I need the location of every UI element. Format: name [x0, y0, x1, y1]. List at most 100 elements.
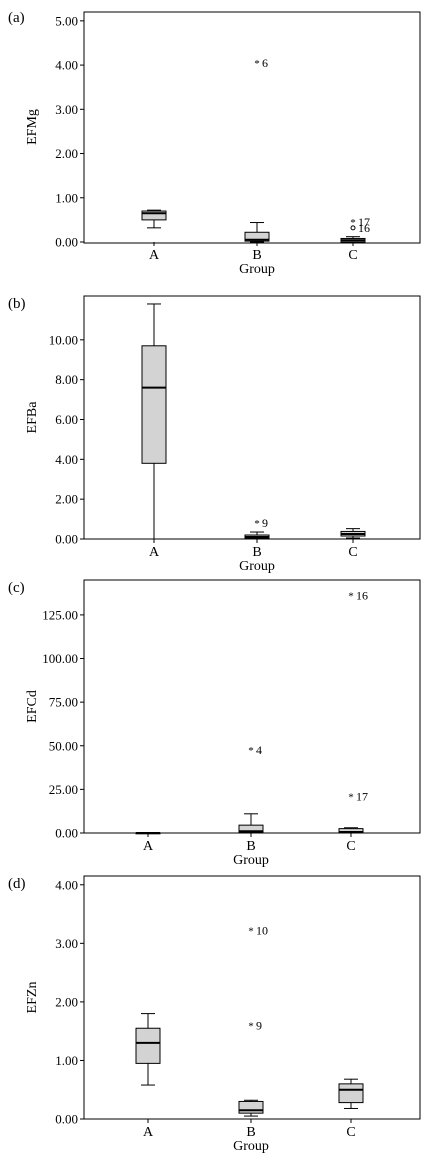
outlier-case-label: 10: [256, 923, 268, 937]
y-tick-label: 0.00: [55, 826, 78, 841]
panel-label: (d): [8, 876, 26, 892]
outlier-star-marker: *: [248, 745, 254, 757]
box-A: [135, 832, 161, 835]
outlier-case-label: 6: [262, 56, 268, 70]
x-axis-label: Group: [233, 1139, 269, 1154]
box-A: [141, 209, 167, 229]
y-tick-label: 1.00: [55, 190, 78, 205]
box-iqr: [135, 1027, 161, 1064]
y-axis-label: EFBa: [25, 401, 40, 434]
x-axis-label: Group: [239, 559, 275, 574]
y-tick-label: 4.00: [55, 58, 78, 73]
x-tick-label: B: [252, 545, 261, 560]
outlier-case-label: 16: [358, 221, 370, 235]
outlier-B-10: * 10: [248, 923, 268, 937]
outlier-C-16: * 16: [348, 589, 368, 603]
box-B: [244, 222, 270, 243]
outlier-star-marker: *: [248, 925, 254, 937]
x-tick-label: C: [348, 545, 357, 560]
y-tick-label: 100.00: [42, 651, 78, 666]
outlier-case-label: 17: [356, 789, 368, 803]
outlier-star-marker: *: [350, 217, 356, 229]
y-tick-label: 1.00: [55, 1053, 78, 1068]
plot-frame: [83, 579, 421, 834]
x-tick-label: A: [149, 545, 160, 560]
box-A: [135, 1013, 161, 1086]
chart-panel-2: (b) 0.00 2.00 4.00 6.00 8.00 10.00 EFBa A B C Group…: [8, 295, 421, 574]
chart-panel-3: (c) 0.00 25.00 50.00 75.00 100.00 125.00 EFCd A B…: [8, 579, 421, 868]
box-iqr: [338, 1083, 364, 1104]
box-C: [338, 1078, 364, 1109]
plot-frame: [83, 295, 421, 540]
y-tick-label: 8.00: [55, 372, 78, 387]
box-iqr: [238, 824, 264, 833]
y-tick-label: 25.00: [49, 782, 78, 797]
box-C: [340, 236, 366, 243]
box-B: [238, 813, 264, 834]
y-tick-label: 6.00: [55, 412, 78, 427]
outlier-star-marker: *: [348, 591, 354, 603]
box-C: [338, 827, 364, 834]
chart-panel-1: (a) 0.00 1.00 2.00 3.00 4.00 5.00 EFMg A B C Group *…: [8, 10, 421, 277]
outlier-B-6: * 6: [254, 56, 268, 70]
outlier-case-label: 9: [256, 1018, 262, 1032]
outlier-B-9: * 9: [248, 1018, 262, 1032]
x-tick-label: A: [149, 248, 160, 263]
outlier-B-4: * 4: [248, 743, 262, 757]
panel-label: (c): [8, 580, 25, 596]
box-B: [238, 1099, 264, 1117]
y-tick-label: 0.00: [55, 235, 78, 250]
y-axis-label: EFCd: [25, 690, 40, 723]
y-tick-label: 2.00: [55, 492, 78, 507]
outlier-star-marker: *: [348, 791, 354, 803]
y-tick-label: 3.00: [55, 936, 78, 951]
y-axis-label: EFZn: [25, 982, 40, 1014]
outlier-C-16: 16: [350, 221, 370, 235]
y-tick-label: 0.00: [55, 532, 78, 547]
y-axis-label: EFMg: [25, 109, 40, 145]
box-C: [340, 528, 366, 539]
y-tick-label: 2.00: [55, 994, 78, 1009]
outlier-case-label: 9: [262, 516, 268, 530]
x-tick-label: A: [143, 839, 154, 854]
y-tick-label: 5.00: [55, 13, 78, 28]
outlier-star-marker: *: [254, 58, 260, 70]
y-tick-label: 4.00: [55, 452, 78, 467]
x-tick-label: B: [246, 1125, 255, 1140]
outlier-C-17: * 17: [350, 215, 370, 229]
x-tick-label: C: [346, 839, 355, 854]
x-tick-label: A: [143, 1125, 154, 1140]
x-tick-label: C: [348, 248, 357, 263]
x-axis-label: Group: [239, 262, 275, 277]
y-tick-label: 0.00: [55, 1112, 78, 1127]
y-tick-label: 50.00: [49, 738, 78, 753]
outlier-C-17: * 17: [348, 789, 368, 803]
y-tick-label: 75.00: [49, 695, 78, 710]
x-tick-label: B: [252, 248, 261, 263]
panel-label: (a): [8, 10, 25, 26]
box-iqr: [238, 1100, 264, 1114]
box-iqr: [244, 231, 270, 242]
plot-frame: [83, 11, 421, 244]
outlier-case-label: 4: [256, 743, 262, 757]
box-iqr: [141, 345, 167, 464]
x-axis-label: Group: [233, 853, 269, 868]
outlier-B-9: * 9: [254, 516, 268, 530]
x-tick-label: C: [346, 1125, 355, 1140]
box-B: [244, 531, 270, 540]
outlier-case-label: 16: [356, 589, 368, 603]
box-A: [141, 303, 167, 540]
outlier-star-marker: *: [248, 1020, 254, 1032]
y-tick-label: 3.00: [55, 102, 78, 117]
outlier-star-marker: *: [254, 518, 260, 530]
y-tick-label: 4.00: [55, 877, 78, 892]
box-iqr: [141, 210, 167, 221]
x-tick-label: B: [246, 839, 255, 854]
y-tick-label: 10.00: [49, 332, 78, 347]
plot-frame: [83, 875, 421, 1120]
outlier-case-label: 17: [358, 215, 370, 229]
y-tick-label: 125.00: [42, 607, 78, 622]
outlier-circle-marker: [350, 225, 356, 231]
